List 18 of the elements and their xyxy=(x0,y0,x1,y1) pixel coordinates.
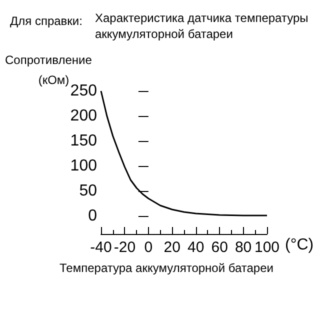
chart-title: Для справки: xyxy=(10,14,82,28)
y-tick-label: 150 xyxy=(70,132,98,150)
x-tick-label: 20 xyxy=(164,239,180,256)
y-tick-label: 100 xyxy=(70,158,98,174)
x-tick-label: 0 xyxy=(144,239,153,256)
chart-subtitle: Характеристика датчика температуры аккумуляторной батареи xyxy=(95,11,308,41)
x-tick-label: -40 xyxy=(90,239,112,256)
y-tick-label: 200 xyxy=(70,108,98,124)
text: (°C) xyxy=(285,236,314,254)
x-tick-label: -20 xyxy=(114,239,136,256)
y-tick-label: 0 xyxy=(88,208,98,224)
line-series xyxy=(100,90,268,216)
x-tick-label: 100 xyxy=(254,239,280,256)
x-tick-label: 40 xyxy=(188,239,204,256)
x-axis-title: Температура аккумуляторной батареи xyxy=(60,261,274,275)
x-tick-label: 60 xyxy=(211,239,228,256)
x-tick-label: 80 xyxy=(234,239,252,256)
y-tick-label: 50 xyxy=(79,182,98,200)
